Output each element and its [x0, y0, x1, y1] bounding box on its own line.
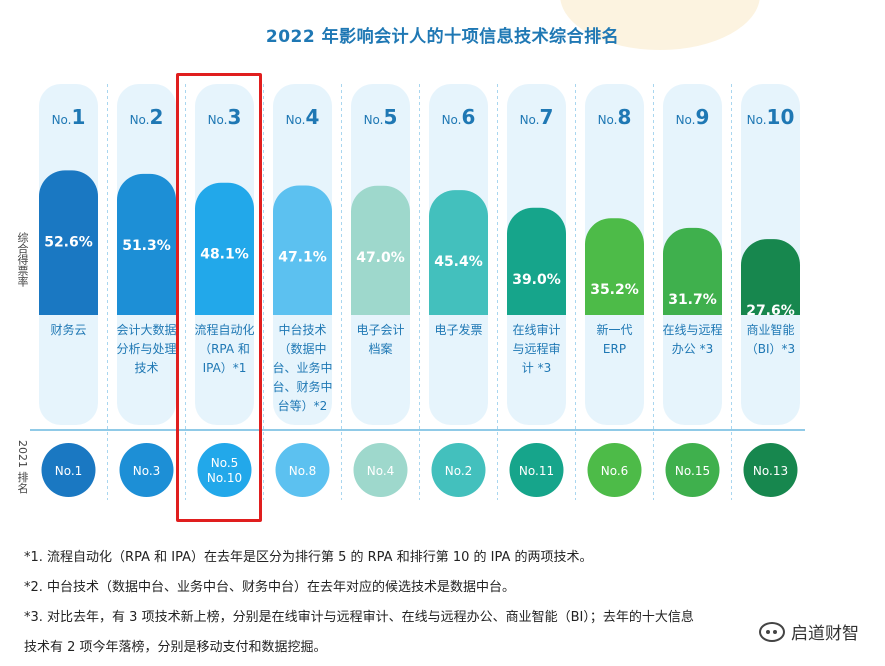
value-label-1: 52.6% — [44, 234, 93, 250]
category-label-3: （RPA 和 — [199, 342, 250, 356]
value-label-10: 27.6% — [746, 303, 795, 319]
category-label-4: 台、业务中 — [272, 360, 332, 375]
prev-rank-label-5: No.4 — [367, 464, 395, 478]
prev-rank-label-2: No.3 — [133, 464, 161, 478]
category-label-7: 与远程审 — [512, 341, 560, 356]
category-label-8: 新一代 — [596, 322, 632, 337]
wechat-icon — [759, 621, 785, 642]
prev-rank-circle-9 — [665, 443, 720, 497]
prev-rank-circle-8 — [587, 443, 642, 497]
category-label-9: 在线与远程 — [662, 322, 722, 337]
footnote-2: *2. 中台技术（数据中台、业务中台、财务中台）在去年对应的候选技术是数据中台。 — [24, 580, 516, 595]
bar-base-7 — [507, 289, 566, 315]
prev-rank-circle-3 — [197, 443, 252, 497]
value-label-5: 47.0% — [356, 250, 405, 266]
footnotes: *1. 流程自动化（RPA 和 IPA）在去年是区分为排行第 5 的 RPA 和… — [24, 543, 875, 663]
bar-base-4 — [273, 289, 332, 315]
prev-rank-label-9: No.15 — [675, 464, 710, 478]
category-label-2: 会计大数据 — [116, 322, 176, 337]
footnote-1: *1. 流程自动化（RPA 和 IPA）在去年是区分为排行第 5 的 RPA 和… — [24, 550, 593, 565]
bar-1 — [39, 170, 98, 315]
category-label-2: 技术 — [134, 361, 158, 375]
footnote-3-continued: 技术有 2 项今年落榜，分别是移动支付和数据挖掘。 — [24, 640, 327, 655]
rank-label-10: No.10 — [747, 105, 795, 129]
category-label-5: 电子会计 — [356, 323, 404, 337]
prev-rank-label-3: No.5 — [211, 456, 239, 470]
category-label-4: 台等）*2 — [278, 398, 328, 413]
category-label-10: （BI）*3 — [746, 342, 795, 356]
bar-3 — [195, 182, 254, 315]
rank-label-3: No.3 — [208, 105, 242, 129]
rank-label-5: No.5 — [364, 105, 398, 129]
bar-base-8 — [585, 289, 644, 315]
bar-base-10 — [741, 289, 800, 315]
category-label-8: ERP — [603, 342, 626, 356]
value-label-3: 48.1% — [200, 247, 249, 263]
prev-rank-circle-5 — [353, 443, 408, 497]
value-label-2: 51.3% — [122, 238, 171, 254]
bar-base-5 — [351, 289, 410, 315]
bar-4 — [273, 185, 332, 315]
category-label-7: 在线审计 — [512, 322, 560, 337]
category-label-2: 分析与处理 — [116, 342, 176, 356]
prev-rank-label-7: No.11 — [519, 464, 554, 478]
rank-label-1: No.1 — [52, 105, 86, 129]
rank-label-7: No.7 — [520, 105, 554, 129]
highlight-box-rank-3 — [176, 73, 262, 522]
category-label-10: 商业智能 — [746, 322, 794, 337]
bar-7 — [507, 207, 566, 315]
category-label-3: 流程自动化 — [194, 322, 254, 337]
prev-rank-circle-1 — [41, 443, 96, 497]
bar-6 — [429, 190, 488, 315]
category-label-4: （数据中 — [278, 341, 326, 356]
bar-5 — [351, 185, 410, 315]
brand-badge: 启道财智 — [755, 617, 863, 646]
category-label-3: IPA）*1 — [203, 361, 247, 375]
prev-rank-label-3: No.10 — [207, 471, 242, 485]
prev-rank-circle-4 — [275, 443, 330, 497]
chart-title: 2022 年影响会计人的十项信息技术综合排名 — [265, 27, 620, 47]
category-label-4: 台、财务中 — [272, 379, 332, 394]
category-label-5: 档案 — [368, 341, 392, 356]
category-label-4: 中台技术 — [278, 322, 326, 337]
prev-rank-circle-7 — [509, 443, 564, 497]
prev-rank-label-4: No.8 — [289, 464, 317, 478]
bar-base-2 — [117, 289, 176, 315]
prev-rank-label-10: No.13 — [753, 464, 788, 478]
rank-label-9: No.9 — [676, 105, 710, 129]
value-label-6: 45.4% — [434, 254, 483, 270]
bar-base-9 — [663, 289, 722, 315]
category-label-6: 电子发票 — [434, 322, 482, 337]
prev-rank-label-1: No.1 — [55, 464, 83, 478]
category-label-7: 计 *3 — [522, 361, 551, 375]
y-axis-label: 综合得票率 — [16, 232, 29, 287]
footnote-3: *3. 对比去年，有 3 项技术新上榜，分别是在线审计与远程审计、在线与远程办公… — [24, 610, 694, 625]
rank-label-4: No.4 — [286, 105, 320, 129]
category-label-1: 财务云 — [50, 322, 86, 337]
prev-rank-circle-2 — [119, 443, 174, 497]
brand-name: 启道财智 — [791, 624, 859, 644]
value-label-4: 47.1% — [278, 249, 327, 265]
prev-rank-label-6: No.2 — [445, 464, 473, 478]
bar-2 — [117, 173, 176, 315]
value-label-8: 35.2% — [590, 282, 639, 298]
prev-rank-label-8: No.6 — [601, 464, 629, 478]
previous-rank-row-label: 2021 排名 — [16, 440, 29, 494]
category-label-9: 办公 *3 — [672, 341, 713, 356]
bar-base-6 — [429, 289, 488, 315]
prev-rank-circle-6 — [431, 443, 486, 497]
rank-label-8: No.8 — [598, 105, 632, 129]
bar-base-1 — [39, 289, 98, 315]
value-label-9: 31.7% — [668, 292, 717, 308]
value-label-7: 39.0% — [512, 272, 561, 288]
bar-base-3 — [195, 289, 254, 315]
rank-label-6: No.6 — [442, 105, 476, 129]
rank-label-2: No.2 — [130, 105, 164, 129]
prev-rank-circle-10 — [743, 443, 798, 497]
